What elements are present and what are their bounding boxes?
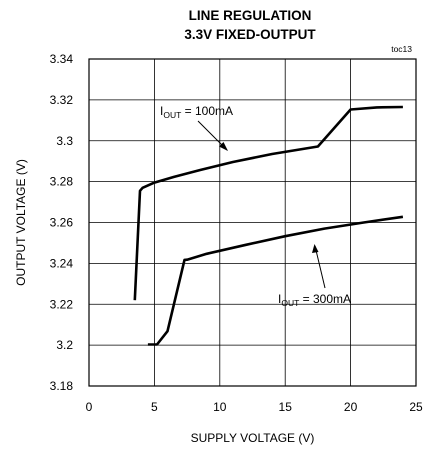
x-tick-label: 25 bbox=[409, 400, 423, 414]
x-tick-label: 15 bbox=[279, 400, 293, 414]
grid bbox=[89, 59, 416, 386]
series-300ma-arrowhead bbox=[312, 244, 319, 253]
y-axis-label: OUTPUT VOLTAGE (V) bbox=[14, 159, 28, 286]
y-tick-label: 3.3 bbox=[56, 134, 73, 148]
series-100ma-label: IOUT = 100mA bbox=[160, 104, 233, 120]
figure-tag: toc13 bbox=[391, 44, 412, 54]
series-300ma-label-rest: = 300mA bbox=[299, 292, 351, 306]
series-100ma-label-main: I bbox=[160, 104, 163, 118]
y-tick-label: 3.28 bbox=[50, 175, 74, 189]
series-300ma-line bbox=[147, 215, 404, 346]
y-tick-label: 3.24 bbox=[50, 256, 74, 270]
series-300ma-label-main: I bbox=[278, 292, 281, 306]
series-100ma-arrowhead bbox=[219, 142, 228, 151]
y-tick-label: 3.22 bbox=[50, 297, 74, 311]
y-tick-label: 3.34 bbox=[50, 52, 74, 66]
series-100ma-line bbox=[133, 105, 403, 301]
chart-subtitle: 3.3V FIXED-OUTPUT bbox=[184, 27, 316, 42]
x-tick-label: 5 bbox=[151, 400, 158, 414]
x-tick-labels: 0 5 10 15 20 25 bbox=[86, 400, 423, 414]
x-axis-label: SUPPLY VOLTAGE (V) bbox=[191, 431, 315, 445]
series-100ma-label-rest: = 100mA bbox=[181, 104, 233, 118]
plot-frame bbox=[88, 58, 417, 387]
series-100ma-annotation: IOUT = 100mA bbox=[160, 104, 233, 151]
y-tick-label: 3.26 bbox=[50, 216, 74, 230]
y-tick-labels: 3.18 3.2 3.22 3.24 3.26 3.28 3.3 3.32 3.34 bbox=[50, 52, 74, 393]
series-300ma-label-sub: OUT bbox=[281, 298, 299, 308]
series-300ma-annotation: IOUT = 300mA bbox=[278, 244, 351, 308]
series-lines bbox=[133, 105, 404, 346]
x-tick-label: 20 bbox=[344, 400, 358, 414]
y-tick-label: 3.32 bbox=[50, 93, 74, 107]
y-tick-label: 3.2 bbox=[56, 338, 73, 352]
series-100ma-label-sub: OUT bbox=[163, 110, 181, 120]
x-tick-label: 0 bbox=[86, 400, 93, 414]
y-tick-label: 3.18 bbox=[50, 379, 74, 393]
annotations: IOUT = 100mA IOUT = 300mA bbox=[160, 104, 351, 308]
series-300ma-leader bbox=[314, 245, 326, 289]
series-300ma-label: IOUT = 300mA bbox=[278, 292, 351, 308]
chart-title: LINE REGULATION bbox=[189, 8, 312, 23]
x-tick-label: 10 bbox=[213, 400, 227, 414]
